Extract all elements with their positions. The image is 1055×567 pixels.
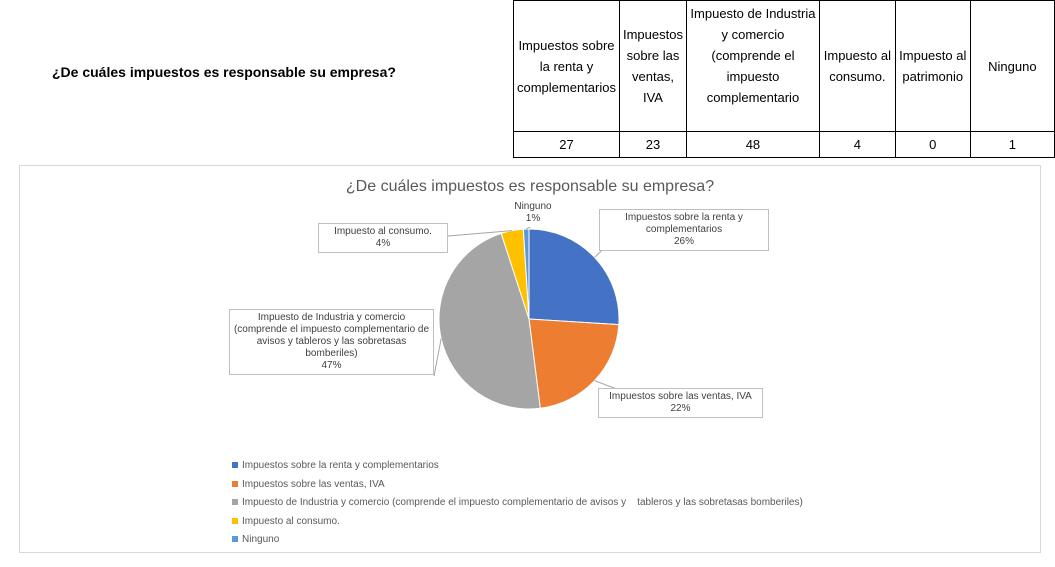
data-label-value: 1% <box>525 213 541 224</box>
legend-entry: Impuesto de Industria y comercio (compre… <box>232 497 803 508</box>
pie-slice <box>528 228 620 326</box>
data-label-name: Ninguno <box>514 201 552 212</box>
data-label-name: Impuestos sobre las ventas, IVA <box>609 391 752 402</box>
value-cell: 1 <box>969 131 1055 158</box>
data-label-name: Impuestos sobre la renta y complementari… <box>625 212 743 235</box>
data-label: Ninguno 1% <box>509 199 557 227</box>
data-label-name: Impuesto de Industria y comercio (compre… <box>233 312 430 359</box>
data-label-value: 4% <box>375 238 391 249</box>
legend-swatch <box>232 517 238 524</box>
legend-swatch <box>232 499 238 506</box>
legend-entry: Impuestos sobre la renta y complementari… <box>232 460 439 471</box>
value-cell: 4 <box>818 131 896 158</box>
question: ¿De cuáles impuestos es responsable su e… <box>52 64 396 80</box>
value-cell: 23 <box>618 131 687 158</box>
legend-swatch <box>232 462 238 469</box>
value-cell: 48 <box>685 131 820 158</box>
legend-label: Ninguno <box>242 534 280 545</box>
header-cell: Impuestos sobre las ventas, IVA <box>618 0 687 132</box>
header-cell: Impuesto al consumo. <box>818 0 896 132</box>
data-label: Impuesto al consumo. 4% <box>318 223 448 253</box>
chart-title: ¿De cuáles impuestos es responsable su e… <box>345 178 715 195</box>
data-label: Impuesto de Industria y comercio (compre… <box>229 309 434 375</box>
value-cell: 27 <box>513 131 620 158</box>
chart: ¿De cuáles impuestos es responsable su e… <box>19 165 1041 553</box>
pie-slice <box>528 318 620 409</box>
header-text: Impuesto de Industria y comercio (compre… <box>690 6 816 105</box>
value-row: 27 23 48 4 0 1 <box>513 131 1055 158</box>
legend-label: Impuesto al consumo. <box>242 515 340 527</box>
legend-label: Impuestos sobre las ventas, IVA <box>242 478 385 490</box>
header-cell: Impuestos sobre la renta y complementari… <box>513 0 620 132</box>
leader-line <box>447 230 513 237</box>
leader-line <box>433 338 442 377</box>
header-row: Impuestos sobre la renta y complementari… <box>513 0 1055 132</box>
data-label: Impuestos sobre las ventas, IVA 22% <box>598 388 763 418</box>
legend-swatch <box>232 536 238 543</box>
legend-entry: Ninguno <box>232 534 279 545</box>
value-cell: 0 <box>894 131 971 158</box>
legend-entry: Impuesto al consumo. <box>232 516 340 527</box>
header-cell: Ninguno <box>969 0 1055 132</box>
legend-label: Impuestos sobre la renta y complementari… <box>242 460 439 471</box>
legend-swatch <box>232 480 238 487</box>
data-label: Impuestos sobre la renta y complementari… <box>599 209 769 251</box>
data-label-value: 22% <box>670 403 691 414</box>
data-label-value: 26% <box>673 236 694 247</box>
data-label-value: 47% <box>321 360 342 371</box>
legend-label: Impuesto de Industria y comercio (compre… <box>242 497 803 508</box>
header-cell: Impuesto al patrimonio <box>894 0 971 132</box>
legend-entry: Impuestos sobre las ventas, IVA <box>232 479 385 490</box>
header-cell: Impuesto de Industria y comercio (compre… <box>685 0 820 132</box>
data-table: Impuestos sobre la renta y complementari… <box>513 0 1055 158</box>
data-label-name: Impuesto al consumo. <box>334 226 432 237</box>
